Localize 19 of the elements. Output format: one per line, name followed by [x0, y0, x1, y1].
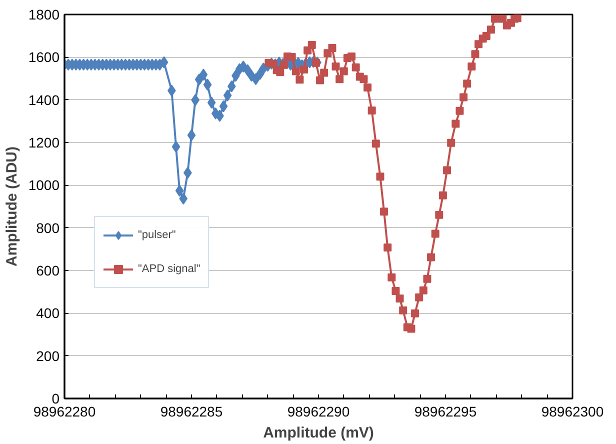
x-tick-label: 98962280: [33, 404, 96, 420]
y-tick-label: 800: [36, 220, 60, 236]
y-tick-label: 0: [52, 390, 60, 406]
y-tick-label: 1800: [28, 6, 60, 22]
y-tick-label: 200: [36, 348, 60, 364]
y-axis-title: Amplitude (ADU): [3, 146, 20, 266]
y-tick-label: 400: [36, 305, 60, 322]
y-tick-label: 1600: [28, 49, 60, 66]
x-tick-label: 98962300: [541, 404, 604, 420]
y-tick-label: 1200: [28, 134, 60, 150]
x-tick-label: 98962290: [287, 404, 350, 420]
y-tick-label: 1400: [28, 92, 60, 108]
x-axis-title: Amplitude (mV): [263, 424, 374, 442]
legend-label: "APD signal": [138, 263, 200, 275]
y-tick-label: 600: [36, 262, 60, 278]
legend-label: "pulser": [138, 229, 176, 241]
x-tick-label: 98962285: [160, 404, 223, 420]
x-tick-label: 98962295: [414, 404, 477, 420]
y-tick-label: 1000: [28, 177, 60, 194]
